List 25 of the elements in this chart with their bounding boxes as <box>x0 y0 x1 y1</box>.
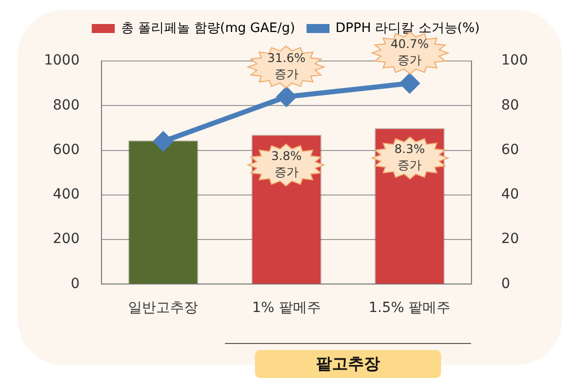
y-tick-label: 800 <box>52 97 80 114</box>
legend-label: 총 폴리페놀 함량(mg GAE/g) <box>120 20 296 36</box>
y2-tick-label: 60 <box>501 142 520 158</box>
y-tick-label: 200 <box>52 231 80 248</box>
y2-tick-label: 100 <box>501 52 528 69</box>
y-tick-label: 1000 <box>44 52 80 69</box>
annotation: 8.3% 증가 <box>393 140 426 173</box>
legend-label: DPPH 라디칼 소거능(%) <box>336 20 480 36</box>
point <box>276 87 296 106</box>
annotation: 3.8% 증가 <box>270 148 303 180</box>
point <box>400 74 420 93</box>
y2-tick-label: 20 <box>501 231 520 248</box>
y2-tick-label: 0 <box>501 276 510 292</box>
y-tick-label: 400 <box>52 186 80 203</box>
y-tick-label: 600 <box>52 142 80 158</box>
text: 팥고추장 <box>254 350 442 378</box>
x-tick-label: 1% 팥메주 <box>252 300 321 316</box>
y2-tick-label: 40 <box>501 186 520 203</box>
annotation: 31.6% 증가 <box>266 50 307 82</box>
y-tick-label: 0 <box>70 276 80 292</box>
point <box>154 132 173 151</box>
x-tick-label: 1.5% 팥메주 <box>368 300 451 316</box>
x-tick-label: 일반고추장 <box>128 300 198 316</box>
y2-tick-label: 80 <box>501 97 520 114</box>
annotation: 40.7% 증가 <box>390 36 430 68</box>
